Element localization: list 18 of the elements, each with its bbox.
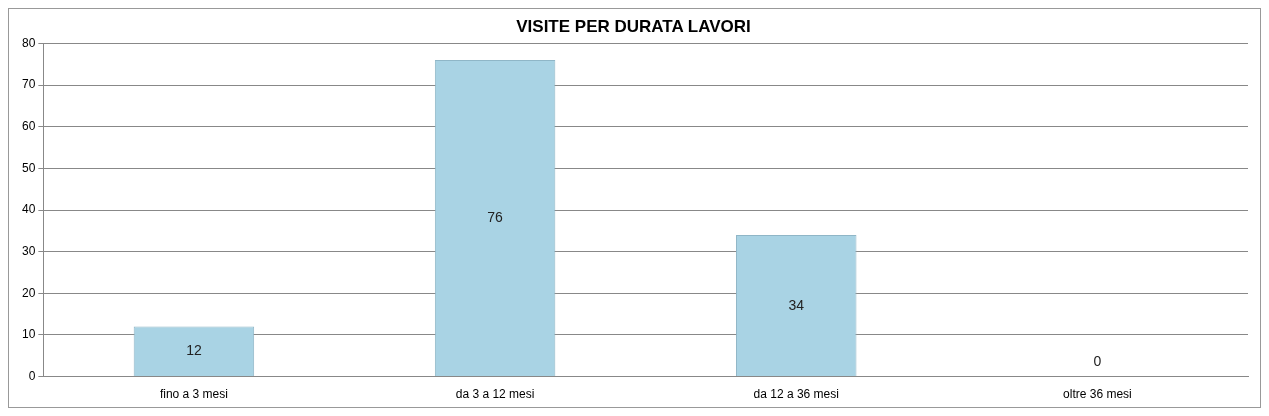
- x-tick-label: da 12 a 36 mesi: [753, 387, 839, 402]
- data-label: 0: [1093, 353, 1102, 370]
- x-tick-label: da 3 a 12 mesi: [455, 387, 535, 402]
- y-tick-label: 50: [21, 160, 36, 175]
- y-tick-label: 70: [21, 77, 36, 92]
- y-tick-label: 0: [28, 368, 36, 383]
- chart-title: VISITE PER DURATA LAVORI: [516, 16, 751, 36]
- x-tick-label: fino a 3 mesi: [159, 387, 228, 402]
- y-tick-label: 80: [21, 35, 36, 50]
- y-tick-label: 20: [21, 285, 36, 300]
- x-tick-label: oltre 36 mesi: [1063, 387, 1132, 402]
- y-tick-label: 10: [21, 327, 36, 342]
- y-tick-label: 60: [21, 119, 36, 134]
- y-tick-label: 30: [21, 243, 36, 258]
- data-label: 76: [487, 209, 504, 226]
- data-label: 12: [186, 342, 202, 359]
- data-label: 34: [788, 296, 805, 313]
- y-tick-label: 40: [21, 202, 36, 217]
